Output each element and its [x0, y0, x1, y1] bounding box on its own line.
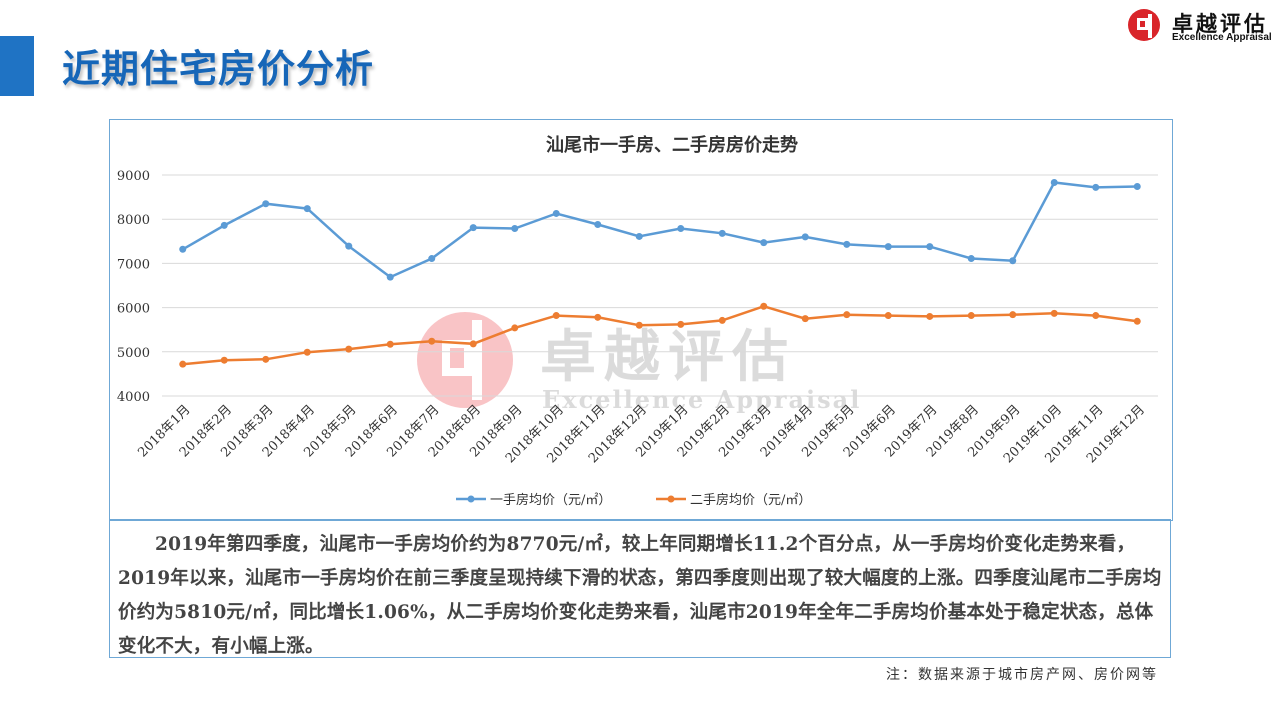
series-2-point	[843, 311, 851, 319]
series-1-point	[1050, 179, 1058, 187]
series-1-point	[1092, 183, 1100, 191]
legend-label-1: 一手房均价（元/㎡）	[490, 492, 611, 508]
series-2-point	[262, 355, 270, 363]
logo-subtitle: Excellence Appraisal	[1172, 32, 1272, 43]
series-2-point	[635, 321, 643, 329]
series-2-point	[926, 312, 934, 320]
analysis-text: 2019年第四季度，汕尾市一手房均价约为8770元/㎡，较上年同期增长11.2个…	[118, 534, 1162, 657]
series-1-point	[345, 242, 353, 250]
series-2-point	[801, 315, 809, 323]
series-1-point	[469, 224, 477, 232]
watermark-logo-inner	[442, 340, 472, 376]
legend-marker-2	[667, 495, 675, 503]
y-tick-label: 8000	[117, 213, 150, 228]
series-2-point	[511, 324, 519, 332]
series-2-point	[552, 312, 560, 320]
series-line-1	[182, 181, 1138, 279]
series-1-point	[760, 239, 768, 247]
series-2-point	[718, 316, 726, 324]
series-1-point	[303, 205, 311, 213]
series-1-point	[552, 209, 560, 217]
series-1-point	[926, 243, 934, 251]
series-2-point	[677, 320, 685, 328]
series-1-point	[511, 224, 519, 232]
watermark-logo-icon	[417, 312, 513, 408]
series-2-point	[1133, 317, 1141, 325]
logo-mark-icon	[1128, 9, 1160, 41]
series-2-point	[1009, 311, 1017, 319]
series-2-point	[179, 360, 187, 368]
legend-marker-1	[467, 495, 475, 503]
series-1-point	[635, 232, 643, 240]
series-1-point	[967, 255, 975, 263]
series-2-point	[884, 312, 892, 320]
series-2-point	[469, 340, 477, 348]
series-2-point	[1050, 309, 1058, 317]
y-tick-label: 5000	[117, 346, 150, 361]
company-logo: 卓越评估 Excellence Appraisal	[1124, 6, 1274, 46]
watermark-subtitle: Excellence Appraisal	[542, 385, 861, 414]
series-1-point	[1133, 182, 1141, 190]
series-1-point	[179, 245, 187, 253]
series-2-point	[594, 313, 602, 321]
page-title: 近期住宅房价分析	[62, 47, 375, 91]
legend-label-2: 二手房均价（元/㎡）	[690, 492, 811, 508]
y-tick-label: 7000	[117, 257, 150, 272]
series-line-2	[182, 304, 1138, 366]
series-1-point	[262, 200, 270, 208]
series-2-point	[428, 337, 436, 345]
series-1-point	[1009, 257, 1017, 265]
y-tick-label: 4000	[117, 390, 150, 405]
watermark-logo-core	[450, 348, 464, 368]
series-2-point	[967, 312, 975, 320]
series-1-point	[718, 229, 726, 237]
series-2-point	[220, 356, 228, 364]
series-2-point	[760, 302, 768, 310]
series-2-point	[345, 345, 353, 353]
series-1-point	[386, 273, 394, 281]
series-2-point	[303, 348, 311, 356]
y-tick-label: 6000	[117, 302, 150, 317]
y-tick-label: 9000	[117, 169, 150, 184]
series-2-point	[1092, 312, 1100, 320]
series-1-point	[428, 255, 436, 263]
watermark-name: 卓越评估	[540, 324, 796, 390]
series-1-point	[801, 233, 809, 241]
analysis-box: 2019年第四季度，汕尾市一手房均价约为8770元/㎡，较上年同期增长11.2个…	[109, 519, 1171, 658]
chart-title: 汕尾市一手房、二手房房价走势	[546, 134, 798, 156]
series-2-point	[386, 340, 394, 348]
series-1-point	[677, 224, 685, 232]
series-1-point	[220, 221, 228, 229]
series-1-point	[594, 221, 602, 229]
series-1-point	[843, 240, 851, 248]
watermark-logo-stem	[472, 320, 482, 400]
series-1-point	[884, 243, 892, 251]
chart-container: 汕尾市一手房、二手房房价走势卓越评估 Excellence Appraisal 40…	[109, 119, 1173, 521]
logo-name: 卓越评估	[1172, 12, 1268, 36]
title-accent-bar	[0, 36, 34, 96]
source-note: 注：数据来源于城市房产网、房价网等	[886, 667, 1158, 683]
